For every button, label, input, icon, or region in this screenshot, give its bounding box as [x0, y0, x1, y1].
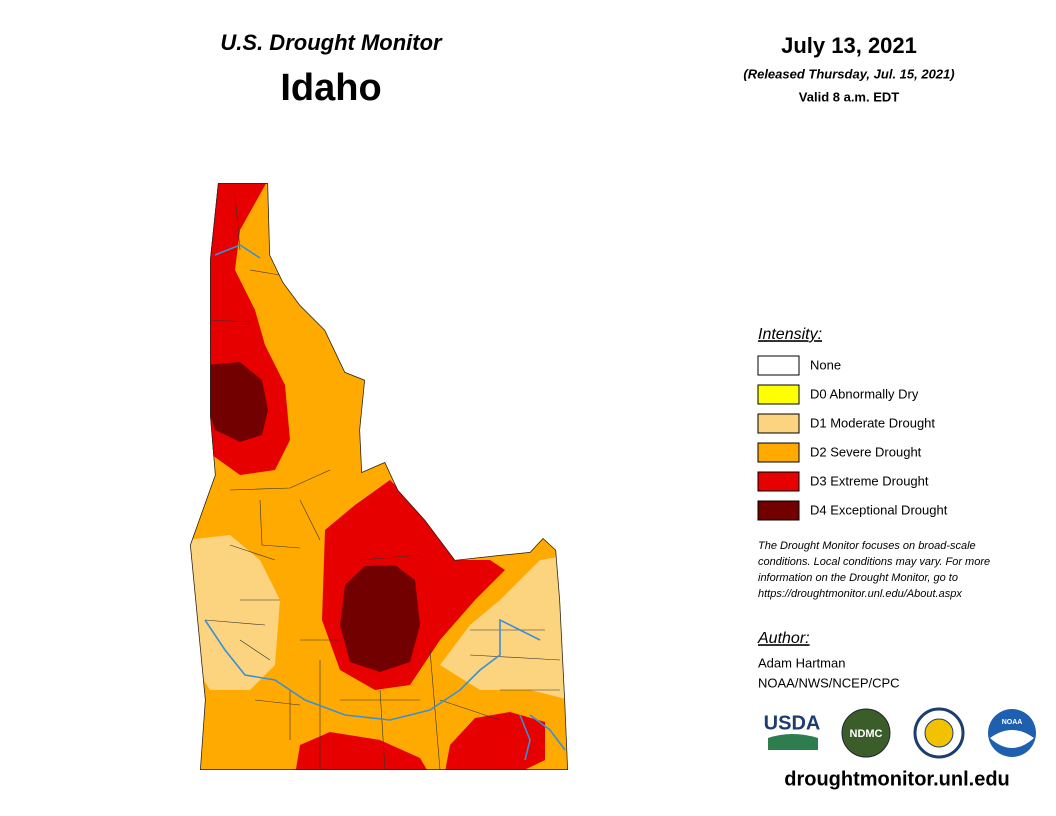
d4-area: [205, 362, 268, 442]
legend-swatch: [757, 413, 800, 434]
note-line: information on the Drought Monitor, go t…: [758, 572, 958, 584]
drought-map: [190, 183, 568, 770]
valid-time: Valid 8 a.m. EDT: [799, 89, 899, 104]
author-name: Adam Hartman: [758, 655, 845, 670]
usda-logo: USDA: [764, 712, 821, 734]
author-org: NOAA/NWS/NCEP/CPC: [758, 675, 900, 690]
map-date: July 13, 2021: [781, 33, 917, 58]
map-title: U.S. Drought Monitor: [220, 30, 443, 55]
d1-area: [440, 555, 568, 700]
legend-label: D0 Abnormally Dry: [810, 386, 919, 401]
note: The Drought Monitor focuses on broad-sca…: [758, 540, 990, 600]
legend-label: D1 Moderate Drought: [810, 415, 935, 430]
legend-swatch: [757, 442, 800, 463]
site-url: droughtmonitor.unl.edu: [784, 768, 1010, 790]
legend-swatch: [757, 500, 800, 521]
noaa-logo: NOAA: [1002, 719, 1023, 726]
legend-label: None: [810, 357, 841, 372]
d4-area: [340, 565, 420, 672]
legend-swatch: [757, 355, 800, 376]
note-line: conditions. Local conditions may vary. F…: [758, 556, 990, 568]
legend-label: D3 Extreme Drought: [810, 473, 929, 488]
ndmc-logo: NDMC: [850, 728, 883, 740]
legend-swatch: [757, 384, 800, 405]
d3-area: [445, 712, 545, 770]
note-line: The Drought Monitor focuses on broad-sca…: [758, 540, 976, 552]
region-title: Idaho: [280, 67, 381, 109]
d3-area: [295, 732, 430, 770]
logos: USDA NDMC NOAA: [764, 707, 1036, 759]
d1-area: [190, 535, 280, 690]
legend-swatch: [757, 471, 800, 492]
legend-label: D4 Exceptional Drought: [810, 502, 948, 517]
author-title: Author:: [757, 630, 810, 647]
release-date: (Released Thursday, Jul. 15, 2021): [743, 66, 954, 81]
note-line: https://droughtmonitor.unl.edu/About.asp…: [758, 588, 962, 600]
legend: None D0 Abnormally Dry D1 Moderate Drought…: [757, 355, 948, 521]
legend-title: Intensity:: [758, 326, 822, 343]
legend-label: D2 Severe Drought: [810, 444, 922, 459]
